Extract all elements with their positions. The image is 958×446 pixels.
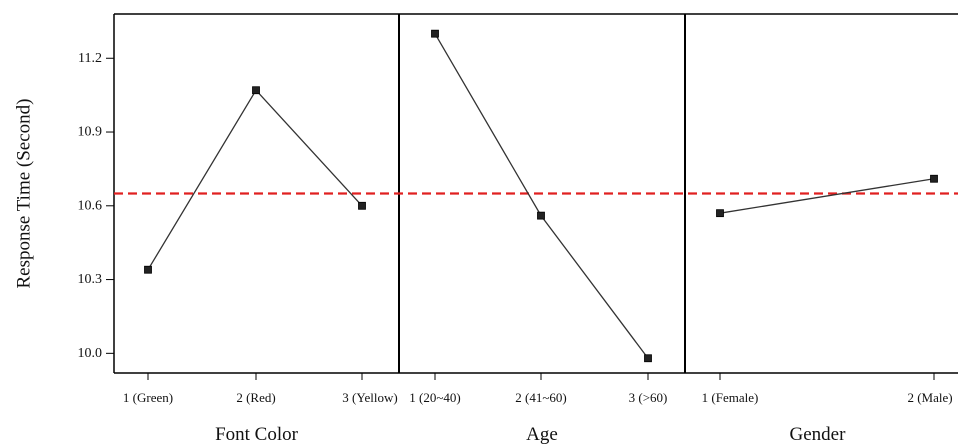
- x-axis-label: Gender: [790, 424, 847, 445]
- y-tick-label: 10.0: [78, 346, 103, 361]
- x-tick-label: 1 (Female): [702, 390, 759, 405]
- series-line: [434, 33, 649, 359]
- y-tick-label: 10.6: [78, 198, 103, 213]
- data-point: [930, 174, 938, 183]
- data-point: [431, 29, 439, 38]
- x-axis-label: Font Color: [215, 424, 299, 445]
- x-axis-label: Age: [526, 424, 558, 445]
- x-tick-label: 3 (Yellow): [342, 390, 397, 405]
- series-line: [719, 178, 935, 214]
- y-axis-label: Response Time (Second): [14, 99, 35, 289]
- x-tick-label: 2 (Male): [907, 390, 952, 405]
- y-tick-label: 10.9: [78, 125, 103, 140]
- x-tick-label: 3 (>60): [629, 390, 668, 405]
- data-point: [144, 265, 152, 274]
- data-point: [252, 86, 260, 95]
- x-tick-label: 2 (Red): [236, 390, 275, 405]
- data-point: [358, 201, 366, 210]
- data-point: [716, 209, 724, 218]
- y-tick-label: 10.3: [78, 272, 103, 287]
- data-point: [644, 354, 652, 363]
- x-tick-label: 2 (41~60): [515, 390, 566, 405]
- data-point: [537, 211, 545, 220]
- y-tick-label: 11.2: [78, 51, 102, 66]
- x-tick-label: 1 (Green): [123, 390, 173, 405]
- x-tick-label: 1 (20~40): [409, 390, 460, 405]
- series-line: [147, 89, 363, 271]
